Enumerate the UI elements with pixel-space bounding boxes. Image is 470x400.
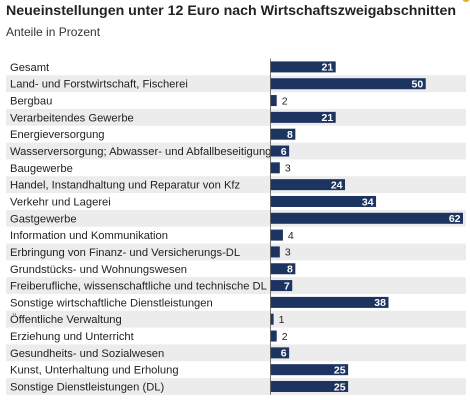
row-stripe [6, 176, 466, 194]
category-label: Information und Kommunikation [10, 230, 168, 242]
value-label: 7 [284, 280, 290, 292]
category-label: Kunst, Unterhaltung und Erholung [10, 365, 179, 377]
bar [270, 179, 346, 191]
row-stripe [6, 108, 466, 126]
chart-title: Neueinstellungen unter 12 Euro nach Wirt… [6, 3, 457, 19]
category-label: Sonstige wirtschaftliche Dienstleistunge… [10, 297, 213, 309]
category-label: Sonstige Dienstleistungen (DL) [10, 381, 164, 393]
bar [270, 263, 296, 275]
category-label: Erbringung von Finanz- und Versicherungs… [10, 247, 240, 259]
value-label: 25 [334, 364, 346, 376]
bar [270, 380, 349, 392]
value-label: 4 [288, 230, 294, 242]
accent-dot [462, 0, 470, 2]
value-label: 21 [322, 112, 334, 124]
category-label: Baugewerbe [10, 163, 73, 175]
bar [270, 364, 349, 376]
bar [270, 162, 280, 174]
value-label: 1 [279, 314, 285, 326]
bar [270, 280, 293, 292]
category-label: Verarbeitendes Gewerbe [10, 112, 134, 124]
row-stripe [6, 277, 466, 294]
row-stripe [6, 243, 466, 261]
bar [270, 195, 377, 207]
value-label: 8 [287, 264, 293, 276]
bar [270, 111, 336, 123]
bar [270, 128, 296, 140]
value-label: 3 [285, 163, 291, 175]
category-label: Gesundheits- und Sozialwesen [10, 348, 164, 360]
bar [270, 212, 463, 224]
value-label: 62 [449, 213, 461, 225]
value-label: 34 [362, 196, 374, 208]
category-label: Erziehung und Unterricht [10, 331, 135, 343]
value-label: 6 [281, 146, 287, 158]
category-label: Bergbau [10, 96, 52, 108]
value-label: 8 [287, 129, 293, 141]
bar [270, 145, 290, 157]
bar [270, 330, 277, 342]
category-label: Freiberufliche, wissenschaftliche und te… [10, 281, 267, 293]
category-label: Land- und Forstwirtschaft, Fischerei [10, 79, 188, 91]
bar [270, 78, 426, 90]
bar [270, 313, 274, 325]
row-stripe [6, 310, 466, 328]
bar [270, 347, 290, 359]
value-label: 38 [374, 297, 386, 309]
chart-subtitle: Anteile in Prozent [6, 25, 101, 39]
bar [270, 61, 336, 73]
row-stripe [6, 142, 466, 160]
category-label: Verkehr und Lagerei [10, 196, 111, 208]
value-label: 6 [281, 348, 287, 360]
category-label: Öffentliche Verwaltung [10, 314, 122, 326]
bar [270, 246, 280, 258]
value-label: 24 [331, 179, 343, 191]
value-label: 2 [282, 331, 288, 343]
value-label: 3 [285, 247, 291, 259]
row-stripe [6, 378, 466, 395]
value-label: 50 [412, 79, 424, 91]
bar [270, 229, 283, 241]
value-label: 25 [334, 381, 346, 393]
category-label: Gesamt [10, 62, 50, 74]
bar [270, 95, 277, 107]
value-label: 2 [282, 95, 288, 107]
category-label: Grundstücks- und Wohnungswesen [10, 264, 187, 276]
category-label: Wasserversorgung; Abwasser- und Abfallbe… [10, 146, 271, 158]
row-stripe [6, 344, 466, 362]
category-label: Gastgewerbe [10, 213, 77, 225]
category-label: Energieversorgung [10, 129, 105, 141]
bar [270, 296, 389, 308]
value-label: 21 [322, 62, 334, 74]
category-label: Handel, Instandhaltung und Reparatur von… [10, 180, 241, 192]
